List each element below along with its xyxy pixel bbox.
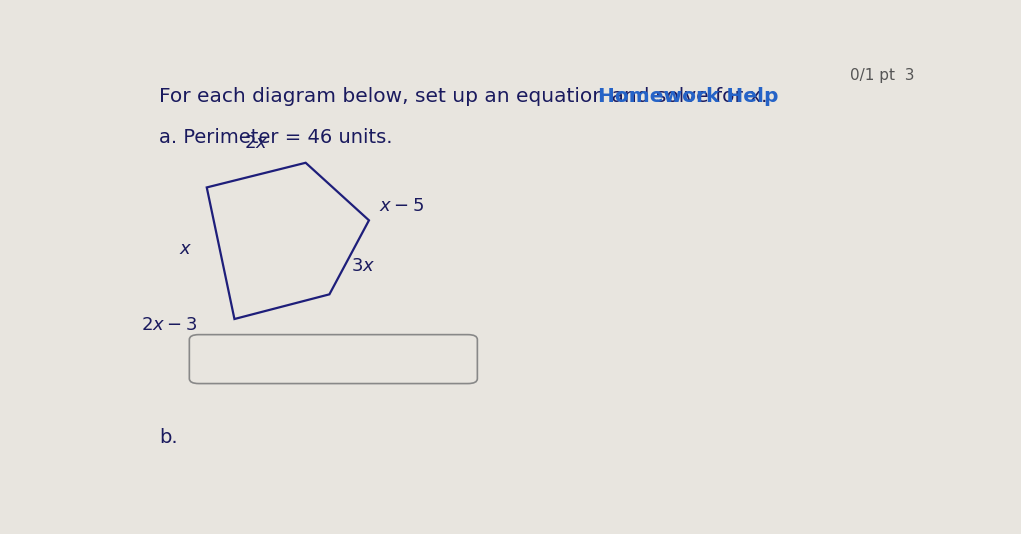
Polygon shape [206,163,369,319]
FancyBboxPatch shape [189,335,478,383]
Text: b.: b. [159,428,178,447]
Text: $2x$: $2x$ [244,135,269,153]
Text: $x$: $x$ [180,240,193,258]
Text: $x-5$: $x-5$ [379,197,425,215]
Text: Homework Help: Homework Help [598,87,779,106]
Text: For each diagram below, set up an equation and solve for x.: For each diagram below, set up an equati… [159,87,774,106]
Text: $2x-3$: $2x-3$ [141,316,197,334]
Text: a. Perimeter = 46 units.: a. Perimeter = 46 units. [159,128,393,147]
Text: 0/1 pt  3: 0/1 pt 3 [850,68,915,83]
Text: $3x$: $3x$ [351,256,375,274]
